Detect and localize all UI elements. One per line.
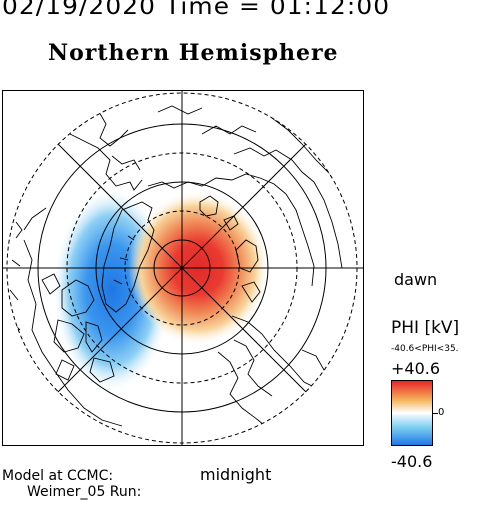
polar-map (2, 90, 364, 446)
colorbar-quantity-label: PHI [kV] (391, 318, 460, 338)
hemisphere-title: Northern Hemisphere (48, 40, 339, 66)
model-label: Model at CCMC: (2, 468, 114, 484)
midnight-label: midnight (200, 465, 272, 484)
colorbar (391, 380, 433, 446)
colorbar-zero-tick (433, 413, 438, 414)
coastlines (9, 105, 355, 435)
colorbar-min-label: -40.6 (391, 452, 433, 471)
meridians (2, 90, 364, 446)
dawn-label: dawn (394, 270, 438, 289)
colorbar-range-label: -40.6<PHI<35. (391, 344, 459, 354)
colorbar-max-label: +40.6 (391, 359, 441, 378)
run-label: Weimer_05 Run: (27, 484, 142, 500)
date-time-title: 02/19/2020 Time = 01:12:00 (2, 0, 391, 20)
colorbar-zero-label: 0 (438, 407, 445, 418)
